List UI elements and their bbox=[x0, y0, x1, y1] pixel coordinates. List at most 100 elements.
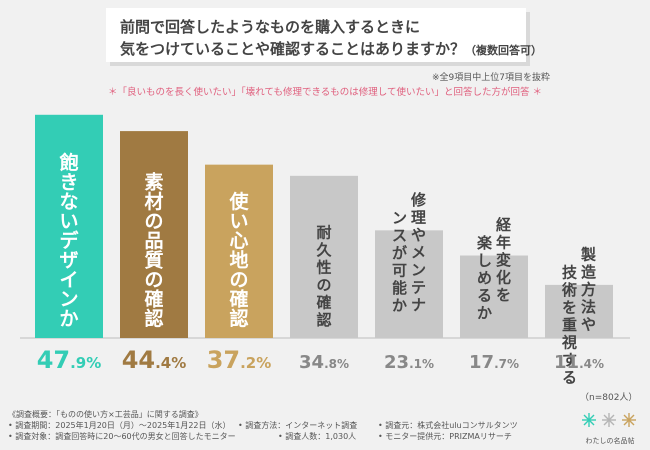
svg-text:き: き bbox=[59, 172, 78, 194]
bar-7 bbox=[545, 284, 613, 338]
value-label-3: 37.2% bbox=[207, 346, 272, 374]
chart-title-line2-text: 気をつけていることや確認することはありますか？ bbox=[120, 40, 466, 58]
svg-text:年: 年 bbox=[496, 234, 511, 252]
svg-text:や: や bbox=[581, 315, 596, 333]
svg-text:素: 素 bbox=[144, 171, 163, 194]
svg-text:飽: 飽 bbox=[58, 151, 78, 174]
svg-text:品: 品 bbox=[144, 230, 163, 252]
svg-text:材: 材 bbox=[144, 190, 163, 213]
svg-text:ン: ン bbox=[392, 209, 407, 227]
svg-text:ザ: ザ bbox=[59, 250, 78, 272]
svg-text:修: 修 bbox=[410, 191, 427, 209]
svg-text:を: を bbox=[496, 286, 511, 304]
respondent-note: ＊「良いものを長く使いたい」「壊れても修理できるものは修理して使いたい」と回答し… bbox=[107, 87, 543, 98]
svg-text:可: 可 bbox=[392, 261, 407, 279]
chart-title-line2: 気をつけていることや確認することはありますか？（複数回答可） bbox=[120, 38, 542, 59]
bar-1 bbox=[35, 114, 103, 338]
svg-text:の: の bbox=[144, 211, 163, 233]
logo-text: わたしの名品帖 bbox=[586, 436, 635, 445]
footer-survey: 《調査概要：「ものの使い方×工芸品」に関する調査》 bbox=[8, 410, 203, 419]
bar-3 bbox=[205, 164, 273, 338]
svg-text:地: 地 bbox=[229, 249, 248, 272]
chart-title-note: （複数回答可） bbox=[465, 44, 543, 57]
svg-text:る: る bbox=[477, 287, 492, 305]
svg-text:い: い bbox=[229, 211, 248, 233]
footer-source: • 調査元：株式会社uluコンサルタンツ bbox=[378, 421, 518, 430]
svg-text:理: 理 bbox=[411, 208, 426, 226]
bar-2 bbox=[120, 131, 188, 338]
svg-text:視: 視 bbox=[561, 333, 577, 351]
svg-text:認: 認 bbox=[229, 307, 248, 330]
svg-text:耐: 耐 bbox=[316, 224, 331, 242]
footer-target: • 調査対象：調査回答時に20〜60代の男女と回答したモニター bbox=[8, 432, 236, 441]
svg-text:テ: テ bbox=[411, 278, 426, 296]
sample-size: （n=802人） bbox=[580, 393, 638, 403]
svg-text:か: か bbox=[59, 308, 78, 330]
value-label-5: 23.1% bbox=[384, 352, 434, 373]
svg-text:経: 経 bbox=[496, 216, 512, 234]
svg-text:使: 使 bbox=[228, 191, 249, 213]
svg-text:が: が bbox=[392, 244, 408, 262]
svg-text:ン: ン bbox=[59, 289, 78, 311]
bar-chart: 飽きないデザインか47.9%素材の品質の確認44.4%使い心地の確認37.2%耐… bbox=[20, 114, 630, 386]
svg-text:す: す bbox=[562, 351, 577, 369]
svg-text:認: 認 bbox=[316, 311, 331, 329]
svg-text:か: か bbox=[392, 296, 407, 314]
chart-title-line1: 前問で回答したようなものを購入するときに bbox=[120, 18, 421, 36]
svg-text:の: の bbox=[229, 269, 248, 291]
svg-text:造: 造 bbox=[581, 263, 596, 281]
svg-text:確: 確 bbox=[229, 288, 248, 311]
svg-text:質: 質 bbox=[144, 249, 163, 272]
svg-text:ナ: ナ bbox=[411, 296, 426, 314]
svg-text:製: 製 bbox=[580, 245, 596, 263]
svg-text:性: 性 bbox=[316, 259, 331, 277]
top-note: ※全9項目中上位7項目を抜粋 bbox=[432, 73, 550, 83]
chart-title-box: 前問で回答したようなものを購入するときに 気をつけていることや確認することはあり… bbox=[106, 8, 542, 62]
svg-text:確: 確 bbox=[315, 294, 331, 312]
svg-text:デ: デ bbox=[59, 229, 79, 252]
svg-text:重: 重 bbox=[562, 316, 577, 334]
svg-text:め: め bbox=[477, 269, 492, 287]
value-label-4: 34.8% bbox=[299, 352, 349, 373]
svg-text:技: 技 bbox=[562, 263, 578, 281]
svg-text:る: る bbox=[562, 368, 577, 386]
bar-4 bbox=[290, 175, 358, 338]
svg-text:心: 心 bbox=[229, 230, 248, 252]
footer-count: • 調査人数：1,030人 bbox=[278, 432, 357, 441]
value-label-1: 47.9% bbox=[37, 346, 102, 374]
bar-5 bbox=[375, 230, 443, 338]
svg-text:変: 変 bbox=[496, 251, 511, 269]
svg-text:化: 化 bbox=[496, 269, 511, 287]
brand-logo: わたしの名品帖 bbox=[582, 413, 636, 445]
svg-text:能: 能 bbox=[392, 279, 407, 297]
svg-text:術: 術 bbox=[561, 281, 577, 299]
svg-text:楽: 楽 bbox=[477, 234, 493, 252]
footer-provider: • モニター提供元：PRIZMAリサーチ bbox=[378, 432, 512, 441]
svg-text:し: し bbox=[477, 252, 492, 270]
svg-text:法: 法 bbox=[581, 298, 596, 316]
svg-text:ン: ン bbox=[411, 261, 426, 279]
svg-text:の: の bbox=[144, 269, 163, 291]
svg-text:や: や bbox=[411, 226, 426, 244]
svg-text:方: 方 bbox=[581, 280, 596, 298]
svg-text:い: い bbox=[59, 211, 78, 233]
svg-text:の: の bbox=[316, 276, 331, 294]
svg-text:確: 確 bbox=[144, 288, 163, 311]
footer-period: • 調査期間：2025年1月20日（月）〜2025年1月22日（水） bbox=[8, 421, 231, 430]
value-label-6: 17.7% bbox=[469, 352, 519, 373]
svg-text:認: 認 bbox=[144, 307, 163, 330]
footer-method: • 調査方法：インターネット調査 bbox=[238, 421, 358, 430]
svg-text:な: な bbox=[59, 191, 78, 213]
value-label-2: 44.4% bbox=[122, 346, 187, 374]
svg-text:を: を bbox=[562, 298, 577, 316]
bar-6 bbox=[460, 255, 528, 338]
value-label-7: 11.4% bbox=[554, 352, 604, 373]
svg-text:ス: ス bbox=[392, 226, 407, 244]
